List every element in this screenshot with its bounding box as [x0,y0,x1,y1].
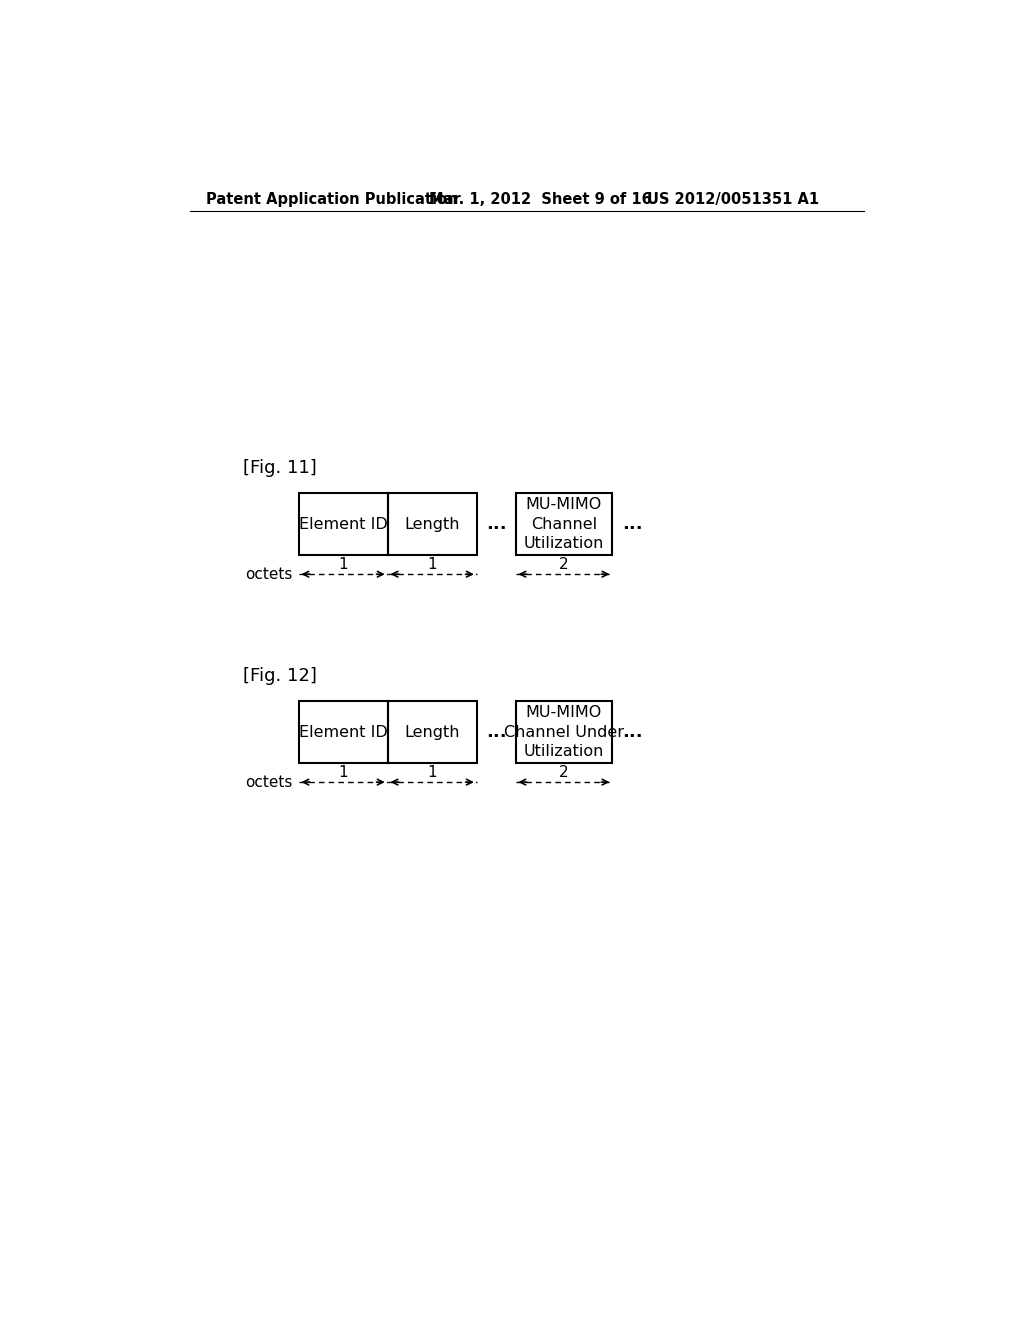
Text: Length: Length [404,725,460,739]
Text: ...: ... [486,723,507,741]
Text: ...: ... [623,723,643,741]
Bar [388,494,477,554]
Text: ...: ... [486,515,507,533]
Bar [388,701,477,763]
Text: Mar. 1, 2012  Sheet 9 of 16: Mar. 1, 2012 Sheet 9 of 16 [429,191,651,207]
Text: 1: 1 [427,557,437,572]
Text: 2: 2 [559,764,568,780]
Text: [Fig. 11]: [Fig. 11] [243,459,316,477]
Text: ...: ... [623,515,643,533]
Text: MU-MIMO
Channel
Utilization: MU-MIMO Channel Utilization [523,496,604,552]
Text: Patent Application Publication: Patent Application Publication [206,191,457,207]
Text: [Fig. 12]: [Fig. 12] [243,667,316,685]
Text: octets: octets [245,775,292,789]
Text: Element ID: Element ID [299,725,387,739]
Text: 1: 1 [427,764,437,780]
Text: octets: octets [245,566,292,582]
Text: 1: 1 [338,764,348,780]
Bar [299,701,388,763]
Text: MU-MIMO
Channel Under
Utilization: MU-MIMO Channel Under Utilization [504,705,624,759]
Text: 1: 1 [338,557,348,572]
Bar [515,494,612,554]
Bar [299,494,388,554]
Text: 2: 2 [559,557,568,572]
Bar [515,701,612,763]
Text: Element ID: Element ID [299,516,387,532]
Text: US 2012/0051351 A1: US 2012/0051351 A1 [647,191,819,207]
Text: Length: Length [404,516,460,532]
